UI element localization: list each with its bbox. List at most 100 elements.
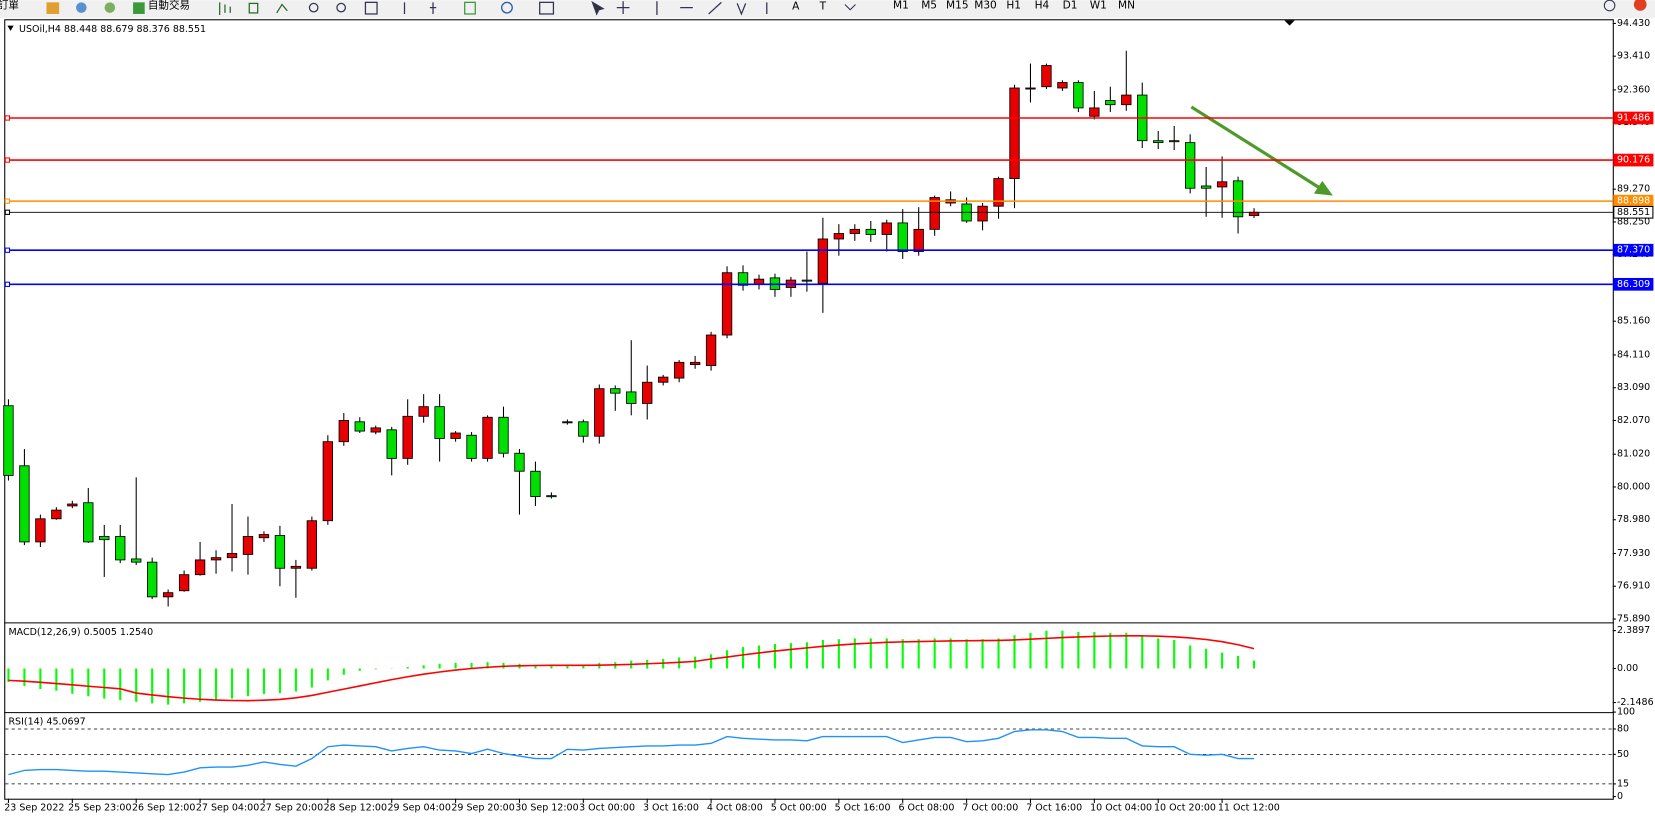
level-label: 90.176 — [1617, 155, 1650, 166]
y-tick-label: 2.3897 — [1617, 625, 1650, 636]
candle-body — [466, 434, 477, 459]
x-tick-label: 30 Sep 12:00 — [515, 803, 578, 814]
candle-body — [1041, 65, 1052, 88]
y-tick-label: 89.270 — [1617, 184, 1650, 195]
candle-body — [737, 272, 749, 286]
candle-body — [370, 427, 381, 433]
candle-body — [578, 421, 589, 437]
y-tick-label: 100 — [1617, 707, 1635, 718]
candle-body — [290, 565, 302, 569]
candle-body — [3, 405, 14, 476]
x-tick-label: 27 Sep 20:00 — [260, 803, 323, 814]
x-tick-label: 25 Sep 23:00 — [68, 803, 131, 814]
candle-body — [1025, 87, 1036, 90]
level-label: 88.551 — [1617, 207, 1650, 218]
candle-body — [1216, 181, 1228, 188]
level-label: 87.370 — [1617, 245, 1650, 256]
y-tick-label: 82.070 — [1617, 415, 1650, 426]
level-label-bg — [1613, 277, 1654, 291]
candle-body — [594, 388, 605, 437]
candle-body — [673, 361, 685, 379]
timeframe-button[interactable]: D1 — [1063, 0, 1078, 12]
timeframe-button[interactable]: M30 — [974, 0, 997, 12]
draw-tools[interactable] — [616, 1, 722, 16]
level-anchor — [4, 281, 11, 287]
timeframe-button[interactable]: M5 — [921, 0, 937, 12]
auto-trading-button[interactable]: 自動交易 — [148, 0, 190, 12]
y-tick-label: 88.250 — [1617, 216, 1650, 227]
rsi-header: RSI(14) 45.0697 — [8, 716, 85, 727]
draw-tools[interactable] — [736, 2, 768, 16]
level-anchor — [4, 115, 11, 121]
candle-body — [482, 416, 493, 459]
indicators[interactable] — [464, 1, 476, 15]
new-order-button[interactable]: 新訂單 — [0, 0, 19, 12]
periods[interactable] — [501, 1, 513, 14]
icon[interactable] — [104, 2, 116, 13]
icon[interactable] — [219, 2, 231, 16]
candle-body — [418, 406, 429, 417]
templates[interactable] — [539, 1, 555, 15]
candle-body — [1184, 142, 1196, 189]
low-value: 88.376 — [137, 23, 170, 34]
macd-value: 0.5005 — [84, 626, 117, 637]
x-tick-label: 7 Oct 16:00 — [1026, 803, 1082, 814]
high-value: 88.679 — [100, 23, 133, 34]
candle-body — [881, 222, 892, 235]
timeframe-button[interactable]: M15 — [946, 0, 969, 12]
zoom-out[interactable] — [336, 2, 346, 13]
level-anchor — [4, 157, 11, 163]
timeframe-button[interactable]: MN — [1118, 0, 1135, 12]
candle-body — [530, 470, 541, 498]
candle-body — [801, 279, 813, 282]
level-label: 88.898 — [1617, 196, 1650, 207]
level-label-bg — [1613, 243, 1654, 257]
toolbar-bg — [0, 0, 1655, 19]
x-tick-label: 23 Sep 2022 — [4, 803, 64, 814]
x-tick-label: 10 Oct 04:00 — [1090, 803, 1152, 814]
chart-header: USOil,H4 88.448 88.679 88.376 88.551 — [19, 23, 206, 34]
candle-body — [626, 391, 637, 404]
text-tool[interactable]: A — [792, 1, 800, 13]
candle-body — [67, 503, 78, 507]
icon[interactable] — [46, 2, 60, 14]
timeframe-button[interactable]: H4 — [1035, 0, 1050, 12]
y-tick-label: 92.360 — [1617, 84, 1650, 95]
signal-line — [8, 635, 1255, 702]
icon[interactable] — [276, 3, 288, 14]
timeframe-button[interactable]: M1 — [893, 0, 909, 12]
candle-body — [610, 388, 621, 394]
y-tick-label: 94.430 — [1617, 18, 1650, 29]
auto-trading-icon[interactable] — [133, 2, 145, 14]
candle-body — [929, 197, 940, 230]
candle-body — [131, 558, 142, 563]
candle-body — [450, 432, 461, 439]
icon[interactable] — [403, 2, 437, 14]
label-tool[interactable]: T — [819, 1, 827, 13]
arrow-head — [1313, 180, 1333, 196]
tile[interactable] — [364, 1, 378, 15]
open-value: 88.448 — [64, 23, 97, 34]
plot: 94.43093.41092.36091.34089.27088.25087.2… — [3, 18, 1654, 814]
candle-body — [178, 574, 190, 592]
signal-value: 1.2540 — [120, 626, 153, 637]
candle-body — [1232, 180, 1244, 218]
icon[interactable] — [76, 2, 87, 13]
candle-body — [546, 495, 557, 498]
timeframe-button[interactable]: H1 — [1006, 0, 1021, 12]
candle-body — [833, 233, 845, 240]
search[interactable] — [1603, 0, 1616, 12]
candle-body — [146, 561, 158, 598]
arrow-tool[interactable] — [844, 4, 856, 11]
cursor[interactable] — [591, 0, 605, 16]
shift-marker — [1284, 20, 1295, 26]
timeframe-button[interactable]: W1 — [1090, 0, 1107, 12]
candle-body — [705, 334, 717, 366]
x-tick-label: 6 Oct 08:00 — [898, 803, 954, 814]
icon[interactable] — [248, 2, 259, 14]
notification[interactable] — [1633, 0, 1647, 11]
zoom-in[interactable] — [308, 2, 319, 13]
candle-body — [434, 406, 445, 439]
y-tick-label: 84.110 — [1617, 349, 1650, 360]
candle-body — [226, 553, 238, 559]
